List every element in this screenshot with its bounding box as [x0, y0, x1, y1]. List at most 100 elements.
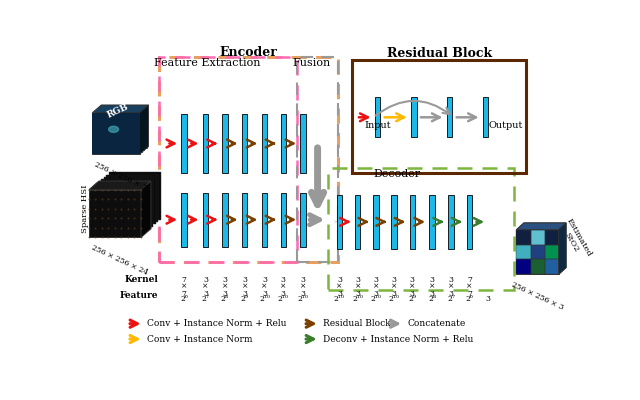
Text: 3
×
3: 3 × 3 — [409, 276, 415, 298]
Polygon shape — [106, 174, 158, 222]
Bar — [181, 114, 187, 173]
Polygon shape — [531, 230, 545, 245]
Polygon shape — [92, 113, 140, 154]
Text: RGB: RGB — [106, 102, 131, 120]
Text: 7
×
7: 7 × 7 — [181, 276, 188, 298]
Polygon shape — [101, 179, 154, 227]
Circle shape — [109, 126, 118, 132]
Polygon shape — [516, 245, 531, 260]
Bar — [328, 168, 514, 290]
Bar — [262, 193, 268, 247]
Polygon shape — [141, 181, 151, 238]
Bar — [297, 57, 338, 262]
Polygon shape — [92, 188, 143, 235]
Polygon shape — [104, 177, 156, 224]
Bar — [411, 97, 417, 137]
Polygon shape — [545, 230, 559, 245]
Polygon shape — [516, 223, 566, 230]
Text: 3
×
3: 3 × 3 — [261, 276, 268, 298]
Text: 3
×
3: 3 × 3 — [355, 276, 361, 298]
Polygon shape — [99, 181, 151, 229]
Text: 2⁸: 2⁸ — [221, 295, 229, 303]
Text: 2¹⁰: 2¹⁰ — [388, 295, 399, 303]
Polygon shape — [531, 260, 545, 274]
Bar — [467, 195, 472, 249]
Bar — [242, 114, 248, 173]
Text: 3
×
3: 3 × 3 — [391, 276, 397, 298]
Text: 2⁷: 2⁷ — [202, 295, 209, 303]
Text: Concatenate: Concatenate — [408, 319, 466, 328]
Text: Decoder: Decoder — [374, 169, 421, 179]
Text: 3
×
3: 3 × 3 — [241, 276, 248, 298]
Polygon shape — [95, 110, 142, 152]
Text: 3
×
3: 3 × 3 — [300, 276, 307, 298]
Polygon shape — [140, 105, 148, 154]
Bar — [159, 57, 338, 262]
Polygon shape — [531, 245, 545, 260]
Bar — [391, 195, 397, 249]
Bar — [375, 97, 380, 137]
Text: 2⁹: 2⁹ — [241, 295, 249, 303]
Text: 3
×
3: 3 × 3 — [336, 276, 342, 298]
Text: Residual Block: Residual Block — [387, 47, 492, 60]
Text: 2⁷: 2⁷ — [447, 295, 455, 303]
Bar — [447, 97, 452, 137]
Polygon shape — [89, 181, 151, 190]
Bar — [203, 114, 208, 173]
Polygon shape — [559, 223, 566, 274]
Text: Kernel: Kernel — [125, 275, 158, 284]
Polygon shape — [516, 230, 531, 245]
Text: Output: Output — [488, 120, 523, 130]
Bar — [429, 195, 435, 249]
Bar — [181, 193, 187, 247]
Text: 3: 3 — [486, 295, 491, 303]
Text: 256 × 256 × 3: 256 × 256 × 3 — [510, 280, 564, 312]
Text: Fusion: Fusion — [292, 58, 330, 68]
Text: 256 × 256 × 3: 256 × 256 × 3 — [93, 160, 148, 192]
Text: Conv + Instance Norm: Conv + Instance Norm — [147, 334, 252, 344]
Polygon shape — [100, 106, 147, 148]
Polygon shape — [516, 260, 531, 274]
Text: 3
×
3: 3 × 3 — [373, 276, 380, 298]
Bar — [222, 114, 228, 173]
Bar — [355, 195, 360, 249]
Bar — [242, 193, 248, 247]
Bar — [222, 193, 228, 247]
Text: Conv + Instance Norm + Relu: Conv + Instance Norm + Relu — [147, 319, 287, 328]
Polygon shape — [545, 260, 559, 274]
Polygon shape — [92, 113, 140, 154]
Text: 7
×
7: 7 × 7 — [466, 276, 472, 298]
Polygon shape — [109, 172, 161, 220]
Polygon shape — [92, 105, 148, 113]
Text: 2⁸: 2⁸ — [428, 295, 436, 303]
Bar — [483, 97, 488, 137]
Bar — [280, 193, 286, 247]
Bar — [410, 195, 415, 249]
Text: Sparse HSI: Sparse HSI — [81, 184, 89, 233]
Text: 3
×
3: 3 × 3 — [448, 276, 454, 298]
Text: Input: Input — [364, 120, 391, 130]
Polygon shape — [516, 223, 566, 230]
Text: 3
×
3: 3 × 3 — [429, 276, 435, 298]
Text: Feature Extraction: Feature Extraction — [154, 58, 260, 68]
Text: 2⁶: 2⁶ — [465, 295, 474, 303]
Bar — [448, 195, 454, 249]
Bar — [352, 60, 526, 173]
Text: 2¹⁰: 2¹⁰ — [334, 295, 345, 303]
Bar — [159, 57, 297, 262]
Text: 256 × 256 × 24: 256 × 256 × 24 — [90, 244, 149, 277]
Text: 2⁹: 2⁹ — [408, 295, 417, 303]
Bar — [300, 193, 306, 247]
Bar — [262, 114, 268, 173]
Polygon shape — [97, 108, 145, 150]
Polygon shape — [89, 190, 141, 238]
Text: 2¹⁰: 2¹⁰ — [278, 295, 289, 303]
Text: 2¹⁰: 2¹⁰ — [298, 295, 308, 303]
Text: Residual Block: Residual Block — [323, 319, 390, 328]
Polygon shape — [545, 245, 559, 260]
Bar — [373, 195, 379, 249]
Text: 3
×
3: 3 × 3 — [202, 276, 209, 298]
Text: Estimated
StO2: Estimated StO2 — [557, 217, 593, 262]
Bar — [300, 114, 306, 173]
Text: Encoder: Encoder — [220, 46, 278, 59]
